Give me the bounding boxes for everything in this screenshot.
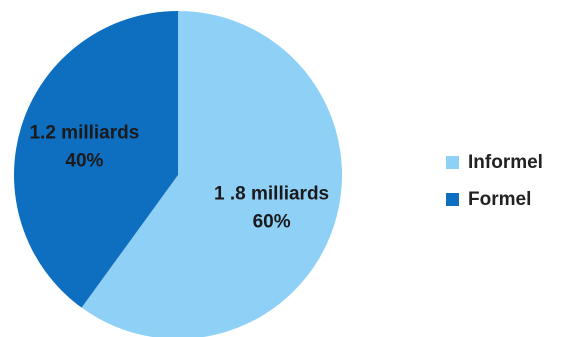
legend-label-informel: Informel bbox=[468, 151, 543, 173]
legend: Informel Formel bbox=[446, 150, 543, 224]
legend-label-formel: Formel bbox=[468, 188, 532, 210]
slice-value-label-formel: 1.2 milliards bbox=[29, 123, 139, 144]
slice-percent-label-formel: 40% bbox=[65, 151, 103, 172]
legend-item-formel: Formel bbox=[446, 187, 543, 212]
slice-value-label-informel: 1 .8 milliards bbox=[214, 183, 329, 204]
legend-swatch-informel bbox=[446, 156, 459, 169]
legend-item-informel: Informel bbox=[446, 150, 543, 175]
slice-percent-label-informel: 60% bbox=[253, 211, 291, 232]
legend-swatch-formel bbox=[446, 193, 459, 206]
pie-slice-informel bbox=[81, 11, 342, 337]
pie-slice-formel bbox=[14, 11, 179, 308]
